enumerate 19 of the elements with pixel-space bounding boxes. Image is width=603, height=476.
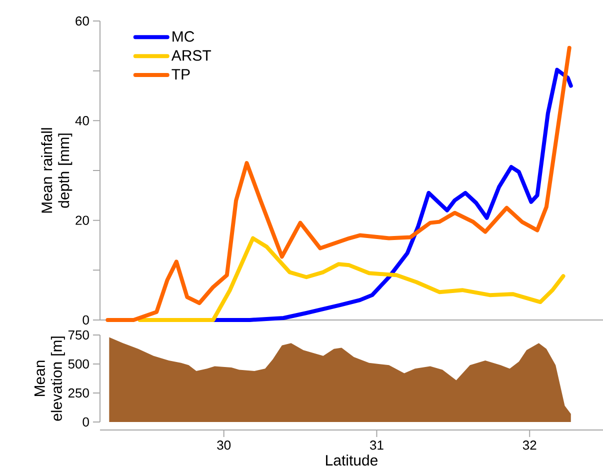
legend-label: TP (172, 69, 190, 80)
line-series (106, 46, 572, 322)
x-tick-label: 32 (522, 440, 536, 450)
y-tick-label: 0 (82, 417, 89, 427)
legend-label: MC (172, 31, 194, 42)
y-tick-label: 750 (68, 330, 89, 340)
y-tick-label: 40 (75, 116, 89, 126)
y-tick-label: 20 (76, 216, 89, 225)
y-axis-title: Mean rainfall depth [mm] (41, 128, 72, 213)
legend-label: ARST (171, 50, 212, 61)
y-axis-title: Mean elevation [m] (34, 336, 65, 421)
y-tick-label: 250 (68, 388, 89, 398)
x-tick-label: 30 (217, 440, 231, 450)
y-tick-label: 60 (76, 16, 89, 26)
x-axis-title: Latitude (326, 454, 378, 466)
line-series (138, 236, 566, 322)
x-tick-label: 31 (370, 440, 384, 450)
y-tick-label: 0 (82, 315, 89, 325)
y-tick-label: 500 (68, 359, 89, 369)
